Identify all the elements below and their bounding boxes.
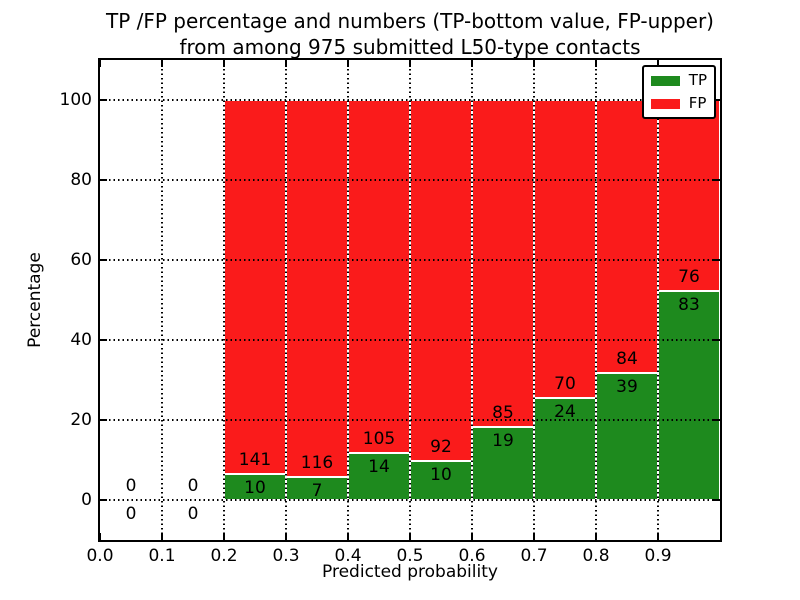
y-tick-label: 60 [70,250,92,270]
bar-fp-segment [658,100,720,292]
y-tick-right [713,339,720,341]
y-tick-left [100,179,107,181]
legend-swatch-tp [650,75,680,86]
bar-fp-count-label: 85 [492,402,514,423]
x-tick-top [99,60,101,67]
x-gridline [347,60,349,540]
x-gridline [533,60,535,540]
x-tick-bottom [161,533,163,540]
chart-title: TP /FP percentage and numbers (TP-bottom… [100,8,720,60]
x-tick-bottom [223,533,225,540]
bar-fp-count-label: 141 [238,449,272,470]
x-gridline [657,60,659,540]
bar-fp-count-label: 84 [616,349,638,370]
legend-label-fp: FP [688,94,707,112]
y-tick-label: 20 [70,410,92,430]
x-tick-bottom [533,533,535,540]
x-gridline [223,60,225,540]
x-tick-label: 0.5 [396,546,424,566]
x-tick-label: 0.8 [582,546,610,566]
y-tick-label: 80 [70,170,92,190]
x-tick-label: 0.0 [86,546,114,566]
x-axis-label: Predicted probability [322,562,498,582]
x-gridline [409,60,411,540]
x-tick-bottom [347,533,349,540]
y-tick-right [713,99,720,101]
x-tick-top [657,60,659,67]
y-tick-left [100,499,107,501]
plot-area: TP FP 0 0 0 0 141 10 116 7 105 14 92 10 85 19 70 24 84 39 7… [98,58,722,542]
x-tick-label: 0.7 [520,546,548,566]
x-tick-top [161,60,163,67]
bar-tp-count-label: 10 [244,477,266,498]
x-gridline [595,60,597,540]
bar-fp-segment [224,100,286,474]
bar-fp-segment [410,100,472,461]
x-tick-label: 0.9 [644,546,672,566]
bar-tp-segment [658,291,720,500]
x-tick-label: 0.3 [272,546,300,566]
bar-tp-count-label: 0 [187,504,199,524]
x-gridline [285,60,287,540]
chart-title-line1: TP /FP percentage and numbers (TP-bottom… [106,9,714,33]
x-tick-label: 0.6 [458,546,486,566]
legend: TP FP [641,65,716,119]
x-tick-label: 0.1 [148,546,176,566]
x-tick-top [471,60,473,67]
bar-fp-count-label: 0 [187,476,199,496]
legend-swatch-fp [650,98,680,109]
x-tick-label: 0.2 [210,546,238,566]
bar-tp-count-label: 24 [554,401,576,422]
x-tick-bottom [285,533,287,540]
y-tick-left [100,419,107,421]
y-tick-label: 40 [70,330,92,350]
bar-tp-count-label: 10 [430,464,452,485]
y-tick-left [100,339,107,341]
bar-fp-count-label: 76 [678,267,700,288]
x-tick-top [533,60,535,67]
legend-item-tp: TP [650,71,707,89]
y-tick-right [713,419,720,421]
bar-fp-segment [472,100,534,427]
bar-tp-count-label: 7 [311,481,323,502]
x-tick-bottom [471,533,473,540]
x-gridline [161,60,163,540]
y-tick-left [100,259,107,261]
x-tick-top [223,60,225,67]
x-gridline [471,60,473,540]
y-axis-label: Percentage [25,252,45,348]
chart-title-line2: from among 975 submitted L50-type contac… [179,35,641,59]
x-tick-top [347,60,349,67]
bar-fp-segment [534,100,596,398]
x-tick-top [595,60,597,67]
x-tick-top [285,60,287,67]
legend-label-tp: TP [688,71,707,89]
bar-tp-count-label: 14 [368,456,390,477]
x-tick-bottom [409,533,411,540]
x-tick-bottom [99,533,101,540]
x-tick-bottom [657,533,659,540]
bar-fp-count-label: 92 [430,436,452,457]
bar-fp-count-label: 105 [362,428,396,449]
bar-fp-count-label: 70 [554,373,576,394]
bar-fp-segment [348,100,410,453]
y-tick-left [100,99,107,101]
x-tick-bottom [595,533,597,540]
y-tick-label: 0 [81,490,92,510]
y-tick-right [713,499,720,501]
y-tick-right [713,259,720,261]
y-tick-label: 100 [59,90,92,110]
bar-fp-segment [596,100,658,374]
bar-tp-count-label: 19 [492,430,514,451]
bar-tp-count-label: 83 [678,295,700,316]
bar-fp-count-label: 0 [125,476,137,496]
bar-tp-count-label: 39 [616,377,638,398]
x-tick-label: 0.4 [334,546,362,566]
legend-item-fp: FP [650,94,707,112]
y-tick-right [713,179,720,181]
bar-tp-count-label: 0 [125,504,137,524]
bar-fp-count-label: 116 [300,453,334,474]
x-tick-top [409,60,411,67]
